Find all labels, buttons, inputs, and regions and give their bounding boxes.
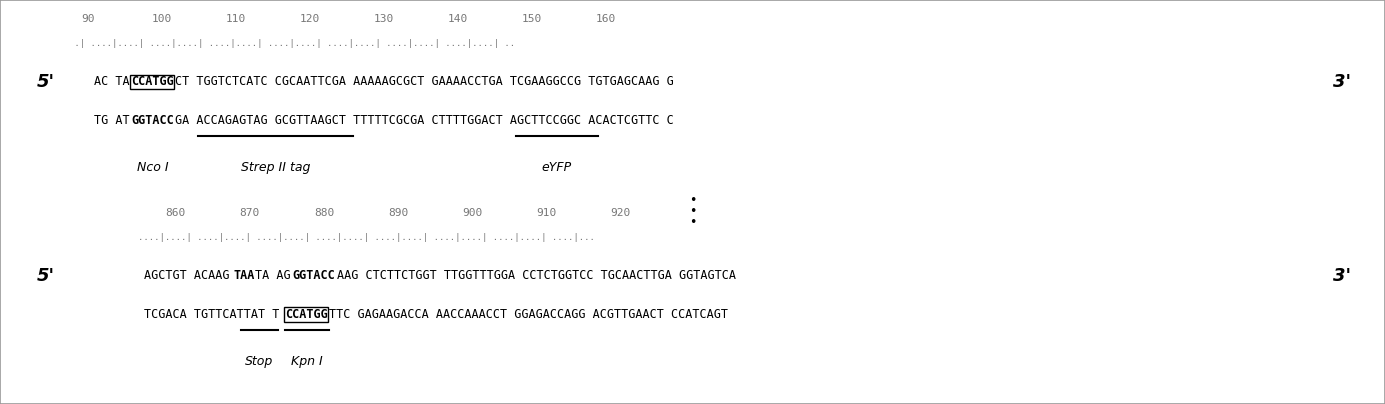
Text: 110: 110 [226, 14, 247, 24]
Text: 910: 910 [536, 208, 557, 218]
Text: 140: 140 [447, 14, 468, 24]
Text: 100: 100 [151, 14, 172, 24]
Text: •: • [688, 194, 697, 208]
Text: GGTACC: GGTACC [292, 269, 335, 282]
Text: CCATGG: CCATGG [130, 75, 173, 88]
Text: Strep II tag: Strep II tag [241, 161, 310, 174]
Text: 890: 890 [388, 208, 409, 218]
Text: TCGACA TGTTCATTAT T: TCGACA TGTTCATTAT T [144, 308, 280, 321]
Text: AGCTGT ACAAG: AGCTGT ACAAG [144, 269, 230, 282]
Text: 5': 5' [37, 267, 55, 285]
Text: CCATGG: CCATGG [285, 308, 328, 321]
Text: CT TGGTCTCATC CGCAATTCGA AAAAAGCGCT GAAAACCTGA TCGAAGGCCG TGTGAGCAAG G: CT TGGTCTCATC CGCAATTCGA AAAAAGCGCT GAAA… [176, 75, 674, 88]
Text: TAA: TAA [233, 269, 255, 282]
Text: 900: 900 [463, 208, 482, 218]
Text: TTC GAGAAGACCA AACCAAACCT GGAGACCAGG ACGTTGAACT CCATCAGT: TTC GAGAAGACCA AACCAAACCT GGAGACCAGG ACG… [330, 308, 729, 321]
Text: 860: 860 [166, 208, 186, 218]
Text: Kpn I: Kpn I [291, 355, 323, 368]
Text: •: • [688, 205, 697, 219]
Text: AC TA: AC TA [94, 75, 129, 88]
Text: •: • [688, 216, 697, 229]
Text: 120: 120 [299, 14, 320, 24]
Text: TA AG: TA AG [255, 269, 291, 282]
Text: 870: 870 [240, 208, 260, 218]
Text: 920: 920 [611, 208, 630, 218]
Text: AAG CTCTTCTGGT TTGGTTTGGA CCTCTGGTCC TGCAACTTGA GGTAGTCA: AAG CTCTTCTGGT TTGGTTTGGA CCTCTGGTCC TGC… [337, 269, 735, 282]
Text: 5': 5' [37, 73, 55, 91]
Text: Stop: Stop [245, 355, 273, 368]
Text: 90: 90 [80, 14, 94, 24]
Text: 160: 160 [596, 14, 616, 24]
Text: TG AT: TG AT [94, 114, 129, 127]
Text: .| ....|....| ....|....| ....|....| ....|....| ....|....| ....|....| ....|....| : .| ....|....| ....|....| ....|....| ....… [69, 39, 515, 48]
Text: GA ACCAGAGTAG GCGTTAAGCT TTTTTCGCGA CTTTTGGACT AGCTTCCGGC ACACTCGTTC C: GA ACCAGAGTAG GCGTTAAGCT TTTTTCGCGA CTTT… [176, 114, 674, 127]
Text: 130: 130 [374, 14, 395, 24]
Text: GGTACC: GGTACC [130, 114, 173, 127]
Text: 880: 880 [314, 208, 334, 218]
Text: 3': 3' [1332, 267, 1350, 285]
Text: eYFP: eYFP [542, 161, 572, 174]
Text: Nco I: Nco I [137, 161, 169, 174]
Text: 3': 3' [1332, 73, 1350, 91]
Text: ....|....| ....|....| ....|....| ....|....| ....|....| ....|....| ....|....| ...: ....|....| ....|....| ....|....| ....|..… [138, 233, 594, 242]
Text: 150: 150 [522, 14, 543, 24]
